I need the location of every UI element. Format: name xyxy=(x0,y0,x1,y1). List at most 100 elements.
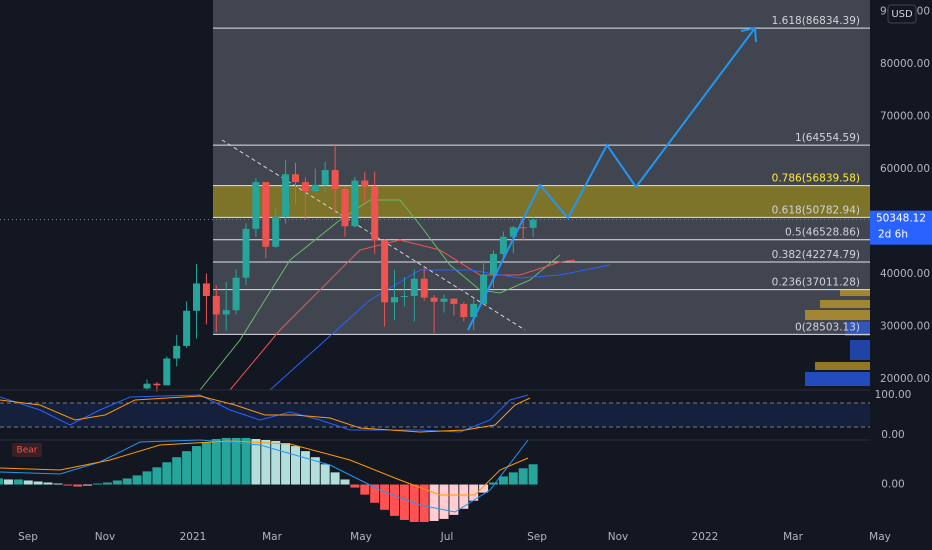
osc-band xyxy=(0,403,870,427)
fib-label: 0.382(42274.79) xyxy=(772,249,860,261)
currency-box xyxy=(887,4,917,24)
candle-body xyxy=(470,303,478,318)
candle-body xyxy=(490,254,497,275)
candle-body xyxy=(202,283,210,297)
y-tick-label: 40000.00 xyxy=(880,268,930,280)
price-box xyxy=(870,210,932,245)
histogram-bar xyxy=(291,446,300,485)
histogram-bar xyxy=(122,478,132,485)
fib-label: 0.5(46528.86) xyxy=(785,227,860,239)
histogram-bar xyxy=(390,484,399,516)
histogram-bar xyxy=(449,484,459,515)
histogram-bar xyxy=(3,479,13,485)
macd-line xyxy=(0,439,529,513)
histogram-bar xyxy=(479,484,489,493)
histogram-bar xyxy=(469,484,479,501)
histogram-bar xyxy=(73,484,83,487)
histogram-bar xyxy=(281,443,291,485)
candle-body xyxy=(410,278,418,297)
vp-bar xyxy=(805,372,870,386)
stoch-d xyxy=(0,395,531,433)
stoch-k xyxy=(0,394,529,433)
ma-line xyxy=(229,239,576,391)
fib-label: 0.236(37011.28) xyxy=(772,277,860,289)
macd-pane xyxy=(0,437,538,522)
price-axis xyxy=(870,0,932,550)
candle-body xyxy=(480,274,488,304)
candle-body xyxy=(153,383,161,386)
candle-body xyxy=(222,310,230,315)
histogram-bar xyxy=(0,478,3,485)
histogram-bar xyxy=(330,472,340,485)
candle-body xyxy=(183,310,191,346)
candle-body xyxy=(420,278,428,298)
histogram-bar xyxy=(102,482,112,485)
stoch-rsi-pane xyxy=(0,402,870,428)
x-tick-label: Sep xyxy=(18,531,38,543)
histogram-bar xyxy=(23,480,33,485)
label-box xyxy=(12,443,42,457)
candle-body xyxy=(262,182,270,247)
histogram-bar xyxy=(93,483,102,485)
candle-body xyxy=(301,182,309,192)
vp-bar xyxy=(850,340,870,360)
candle-body xyxy=(430,297,438,302)
histogram-bar xyxy=(380,484,390,510)
histogram-bar xyxy=(43,482,53,485)
histogram-bar xyxy=(182,451,192,485)
y-tick-label: 30000.00 xyxy=(880,320,930,332)
candle-body xyxy=(331,170,339,189)
vp-bar xyxy=(845,322,870,336)
histogram-bar xyxy=(241,437,251,485)
candle-body xyxy=(282,174,290,217)
candle-body xyxy=(351,180,359,227)
signal-line xyxy=(0,440,529,496)
ma-line xyxy=(269,264,611,391)
histogram-bar xyxy=(172,457,182,485)
candle-body xyxy=(361,180,369,187)
candle-body xyxy=(460,303,468,318)
candle-body xyxy=(400,296,408,298)
candle-body xyxy=(232,277,240,311)
candle-body xyxy=(391,297,398,303)
candle-body xyxy=(143,383,151,389)
histogram-bar xyxy=(498,476,508,485)
histogram-bar xyxy=(300,451,310,485)
y-tick-label: 20000.00 xyxy=(880,373,930,385)
fib-label: 1(64554.59) xyxy=(795,132,860,144)
vp-bar xyxy=(820,300,870,308)
vp-bar xyxy=(815,362,870,370)
histogram-bar xyxy=(419,484,429,522)
histogram-bar xyxy=(142,471,152,485)
y-tick-label: 0.00 xyxy=(881,479,904,491)
y-tick-label: 80000.00 xyxy=(880,58,930,70)
y-tick-label: 100.00 xyxy=(875,389,912,401)
x-tick-label: Nov xyxy=(95,531,116,543)
y-tick-label: 70000.00 xyxy=(880,111,930,123)
histogram-bar xyxy=(201,442,211,485)
histogram-bar xyxy=(251,438,261,485)
bear-label: Bear xyxy=(17,446,38,456)
projection-path xyxy=(467,27,756,331)
fib-retracement: 1.618(86834.39) 1(64554.59) 0.786(56839.58… xyxy=(213,15,870,335)
x-tick-label: May xyxy=(350,531,372,543)
histogram-bar xyxy=(518,468,528,485)
x-tick-label: 2021 xyxy=(180,531,207,543)
histogram-bar xyxy=(132,475,142,485)
histogram-bar xyxy=(508,472,518,485)
histogram-bar xyxy=(231,437,241,485)
candle-body xyxy=(341,188,349,227)
candle-body xyxy=(212,296,220,315)
candle-body xyxy=(509,227,517,237)
x-tick-label: Jul xyxy=(440,531,454,543)
candle-body xyxy=(193,283,200,311)
x-tick-label: Nov xyxy=(608,531,629,543)
x-tick-label: May xyxy=(869,531,891,543)
candle-body xyxy=(529,219,537,228)
candle-body xyxy=(371,186,379,241)
histogram-bar xyxy=(310,457,320,485)
histogram-bar xyxy=(53,483,63,485)
y-tick-label: 60000.00 xyxy=(880,163,930,175)
volume-profile xyxy=(805,290,870,386)
